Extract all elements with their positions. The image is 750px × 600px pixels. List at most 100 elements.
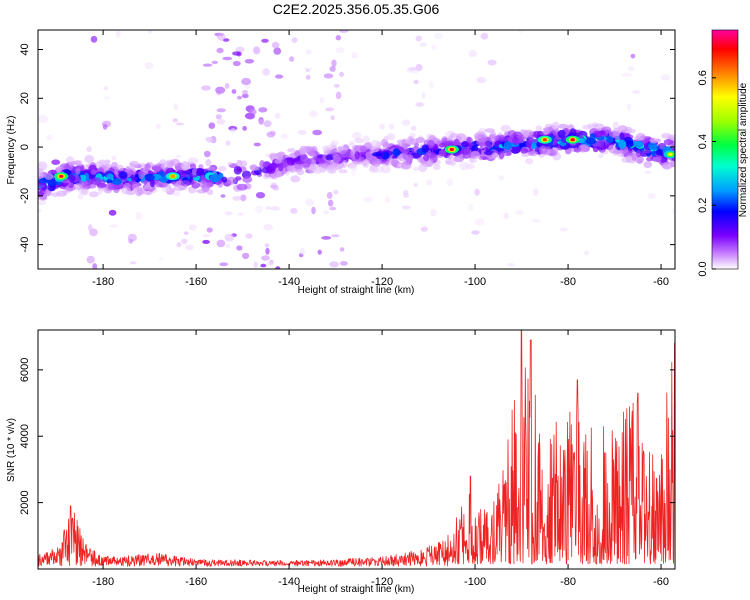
spectrogram-blob [75, 168, 81, 175]
spectrogram-blob [176, 242, 182, 247]
spectrogram-blob [672, 208, 675, 214]
spectrogram-blob [663, 139, 674, 146]
spectrogram-blob [201, 85, 211, 91]
spectrogram-blob [160, 162, 166, 169]
spectrogram-blob [266, 131, 276, 138]
spectrogram-blob [327, 164, 336, 170]
figure-title: C2E2.2025.356.05.35.G06 [273, 1, 440, 17]
spectrogram-blob [225, 140, 231, 146]
spectrogram-blob [651, 156, 662, 162]
spectrogram-blob [273, 47, 282, 55]
spectrogram-blob [583, 250, 590, 256]
spectrogram-blob [507, 263, 516, 267]
spectrogram-blob [260, 263, 267, 268]
colorbar-tick-label: 0.6 [697, 70, 709, 85]
spectrogram-blob [242, 125, 248, 131]
spectrogram-blob [253, 142, 261, 147]
spectrogram-blob [542, 126, 554, 132]
spectrogram-blob [325, 107, 335, 112]
spectrogram-blob [56, 165, 62, 174]
spectrogram-blob [290, 175, 301, 183]
spectrogram-blob [413, 183, 419, 187]
spectrogram-blob [38, 191, 45, 197]
spectrogram-blob [415, 63, 423, 72]
spectrogram-blob [461, 140, 470, 148]
spectrogram-blob [453, 155, 464, 163]
spectrogram-blob [426, 179, 433, 186]
spectrogram-blob [449, 147, 454, 152]
snr-x-ticks: -180 -160 -140 -120 -100 -80 -60 [92, 330, 669, 588]
spectrogram-blob [224, 82, 230, 89]
spectrogram-blob [339, 71, 344, 77]
spectrogram-blob [144, 163, 151, 172]
spectrogram-blob [606, 136, 614, 143]
spectrogram-x-tick-label: -160 [185, 276, 207, 288]
spectrogram-x-tick-label: -80 [560, 276, 576, 288]
colorbar-ticks: 0.0 0.2 0.4 0.6 [697, 70, 716, 277]
spectrogram-blob [266, 261, 274, 267]
spectrogram-blob [380, 164, 391, 174]
spectrogram-blob [446, 178, 453, 187]
spectrogram-blob [431, 44, 437, 50]
spectrogram-blob [635, 149, 642, 158]
spectrogram-blob [90, 169, 97, 176]
spectrogram-blob [131, 183, 140, 190]
spectrogram-blob [86, 255, 95, 264]
spectrogram-blob [262, 68, 270, 76]
spectrogram-blob [410, 70, 419, 74]
spectrogram-blob [397, 153, 408, 162]
spectrogram-blob [494, 135, 500, 141]
spectrogram-blob [111, 155, 117, 161]
spectrogram-blob [386, 133, 396, 141]
spectrogram-blob [427, 140, 435, 149]
spectrogram-blob [345, 150, 351, 158]
spectrogram-blob [467, 203, 474, 212]
spectrogram-blob [275, 74, 284, 79]
spectrogram-blob [203, 150, 211, 158]
spectrogram-blob [227, 162, 233, 166]
spectrogram-blob [312, 129, 323, 136]
spectrogram-blob [503, 212, 509, 220]
spectrogram-blob [224, 233, 235, 242]
spectrogram-blob [643, 161, 652, 169]
spectrogram-blob [104, 159, 111, 165]
spectrogram-blob [363, 196, 373, 203]
snr-y-tick-label: 6000 [19, 358, 31, 382]
spectrogram-blob [50, 192, 60, 197]
spectrogram-blob [272, 187, 280, 191]
spectrogram-blob [323, 73, 334, 79]
spectrogram-blob [491, 152, 498, 159]
spectrogram-blob [379, 123, 385, 130]
spectrogram-blob [515, 210, 525, 215]
spectrogram-blob [405, 154, 414, 162]
spectrogram-blob [303, 67, 313, 71]
spectrogram-blob [254, 205, 264, 214]
spectrogram-blob [401, 205, 411, 210]
spectrogram-blob [330, 115, 335, 121]
spectrogram-blob [86, 146, 92, 153]
spectrogram-blob [608, 144, 617, 154]
spectrogram-blob [80, 174, 87, 182]
spectrogram-blob [527, 150, 539, 157]
spectrogram-blob [180, 180, 191, 187]
spectrogram-blob [216, 47, 224, 54]
spectrogram-blob [459, 161, 470, 171]
spectrogram-blob [644, 170, 652, 174]
spectrogram-blob [215, 114, 222, 120]
spectrogram-blob [206, 181, 212, 187]
spectrogram-blob [216, 108, 226, 113]
spectrogram-blob [265, 206, 271, 210]
spectrogram-blob [149, 178, 155, 188]
spectrogram-blob [183, 231, 189, 235]
spectrogram-blob [182, 173, 189, 178]
spectrogram-blob [372, 160, 381, 167]
snr-x-tick-label: -60 [653, 576, 669, 588]
spectrogram-blob [253, 46, 261, 55]
spectrogram-blob [627, 66, 635, 72]
spectrogram-blob [250, 165, 260, 171]
snr-x-tick-label: -100 [464, 576, 486, 588]
spectrogram-blob [38, 200, 47, 206]
spectrogram-blob [242, 252, 250, 260]
spectrogram-blob [520, 148, 529, 154]
